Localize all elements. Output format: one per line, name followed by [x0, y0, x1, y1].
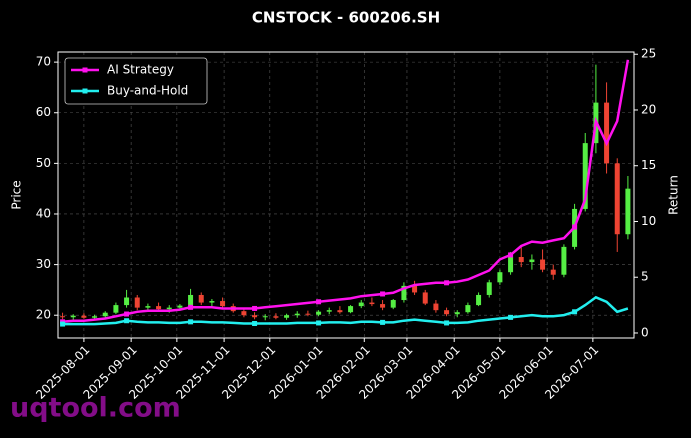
candle-body: [81, 315, 87, 318]
candle-body: [486, 282, 492, 295]
y2-tick-label: 25: [641, 47, 656, 61]
line-marker: [252, 305, 258, 311]
line-marker: [188, 319, 194, 325]
candle-body: [305, 313, 311, 315]
candle-body: [70, 315, 76, 318]
y-axis-label: Price: [10, 180, 24, 209]
candle-body: [177, 305, 183, 308]
candle-body: [412, 285, 418, 293]
legend-marker: [82, 67, 88, 73]
plot-area: [58, 52, 634, 338]
candle-body: [625, 188, 631, 235]
y2-tick-label: 0: [641, 325, 649, 339]
watermark: uqtool.com: [10, 393, 181, 424]
candle-body: [422, 292, 428, 304]
line-marker: [572, 224, 578, 230]
candle-body: [444, 310, 450, 315]
y2-axis-label: Return: [667, 175, 681, 215]
y2-tick-label: 15: [641, 158, 656, 172]
candle-body: [380, 304, 386, 308]
candle-body: [582, 143, 588, 209]
line-marker: [380, 291, 386, 297]
candle-body: [262, 316, 268, 318]
y2-tick-label: 20: [641, 102, 656, 116]
candle-body: [156, 306, 162, 310]
candle-body: [508, 257, 514, 273]
candle-body: [550, 269, 556, 275]
line-marker: [316, 299, 322, 305]
candle-body: [614, 163, 620, 235]
candle-body: [273, 316, 279, 318]
y-tick-label: 70: [36, 55, 51, 69]
candle-body: [60, 316, 66, 318]
candle-body: [561, 246, 567, 275]
plot-frame: [57, 51, 635, 339]
line-marker: [380, 319, 386, 325]
candle-body: [113, 305, 119, 313]
line-marker: [124, 318, 130, 324]
candle-body: [454, 312, 460, 315]
candle-body: [252, 315, 258, 318]
candle-body: [540, 259, 546, 270]
candle-body: [497, 272, 503, 283]
candle-body: [284, 315, 290, 318]
line-series: [62, 59, 630, 324]
line-marker: [444, 280, 450, 286]
y2-tick-label: 10: [641, 214, 656, 228]
y2-tick-label: 5: [641, 270, 649, 284]
candle-body: [401, 285, 407, 301]
legend-label: Buy-and-Hold: [107, 84, 188, 98]
candle-body: [390, 300, 396, 308]
candle-body: [369, 302, 375, 305]
chart-title: CNSTOCK - 600206.SH: [252, 9, 440, 27]
line-marker: [316, 320, 322, 326]
candle-body: [604, 102, 610, 164]
candle-body: [348, 306, 354, 313]
legend-marker: [82, 88, 88, 94]
line-marker: [444, 320, 450, 326]
line-marker: [60, 321, 66, 327]
candle-body: [316, 311, 322, 315]
candle-body: [102, 312, 108, 317]
y-tick-label: 50: [36, 156, 51, 170]
y-tick-label: 20: [36, 308, 51, 322]
candle-body: [358, 302, 364, 307]
candle-body: [294, 313, 300, 316]
y-tick-label: 60: [36, 105, 51, 119]
line-series: [62, 295, 629, 326]
candle-body: [198, 294, 204, 303]
y-tick-label: 40: [36, 206, 51, 220]
line-marker: [188, 304, 194, 310]
candle-body: [518, 257, 524, 263]
candle-body: [188, 294, 194, 306]
legend-label: AI Strategy: [107, 63, 174, 77]
line-marker: [508, 252, 514, 258]
candle-body: [209, 301, 215, 303]
candle-body: [134, 297, 140, 308]
line-marker: [124, 311, 130, 317]
candle-body: [166, 307, 172, 310]
candle-body: [326, 310, 332, 312]
candle-body: [92, 316, 98, 318]
candle-body: [145, 306, 151, 308]
line-marker: [572, 309, 578, 315]
candle-body: [124, 297, 130, 306]
y-tick-label: 30: [36, 257, 51, 271]
candle-body: [476, 294, 482, 306]
line-marker: [252, 321, 258, 327]
candle-body: [337, 310, 343, 313]
candle-body: [241, 311, 247, 316]
legend-box: [64, 57, 208, 105]
line-marker: [508, 314, 514, 320]
candle-body: [433, 303, 439, 311]
candle-body: [529, 259, 535, 263]
candle-body: [465, 305, 471, 313]
candle-body: [220, 301, 226, 307]
